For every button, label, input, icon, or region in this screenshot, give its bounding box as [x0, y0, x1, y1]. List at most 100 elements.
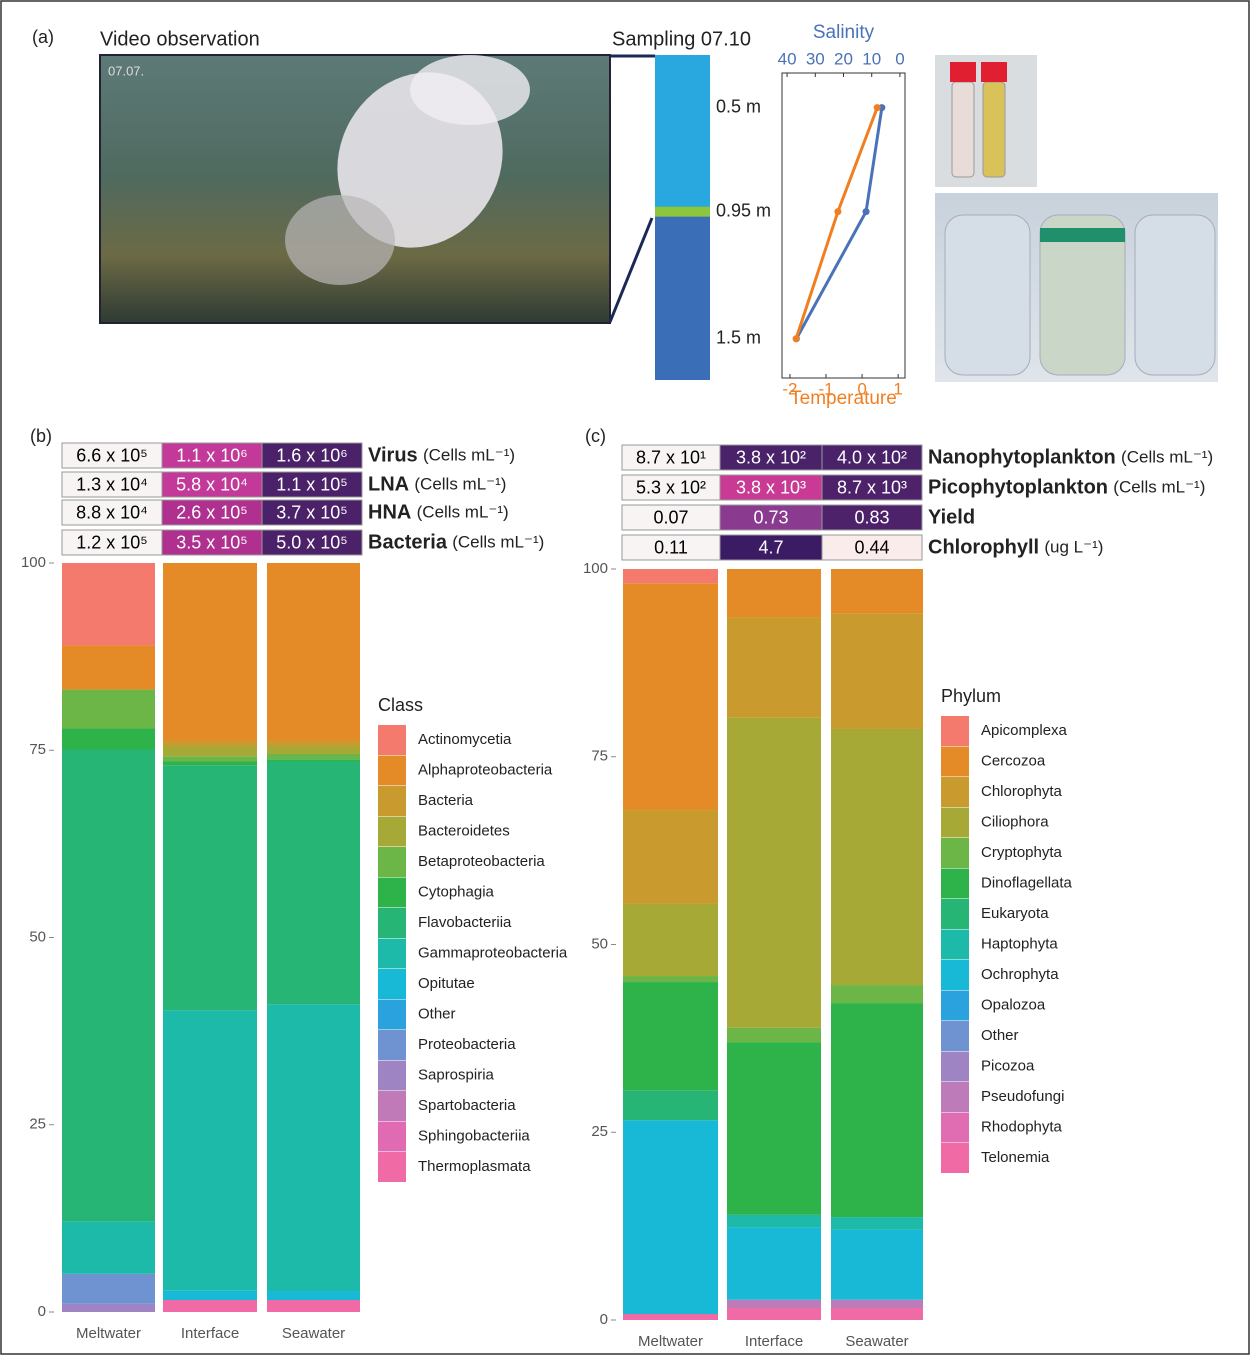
- y-tick-label: 100: [583, 560, 608, 577]
- axis-title: Temperature: [790, 388, 897, 409]
- legend-label: Other: [981, 1027, 1019, 1044]
- row-label: Yield: [928, 507, 975, 529]
- bar-segment: [623, 583, 718, 811]
- bar-segment: [62, 645, 155, 690]
- depth-label: 1.5 m: [716, 327, 761, 347]
- legend-swatch: [378, 938, 406, 969]
- bar-segment: [623, 1313, 718, 1320]
- legend-swatch: [378, 847, 406, 877]
- table-value: 3.8 x 10³: [736, 477, 806, 497]
- legend-swatch: [941, 868, 969, 899]
- table-cell: [621, 474, 721, 501]
- legend-label: Ciliophora: [981, 813, 1049, 830]
- legend-label: Bacteria: [418, 792, 474, 809]
- y-tick-label: 0: [38, 1303, 46, 1320]
- bar-segment: [727, 1214, 821, 1228]
- row-label: Chlorophyll (ug L⁻¹): [928, 537, 1103, 559]
- legend-label: Cercozoa: [981, 752, 1046, 769]
- legend-swatch: [941, 716, 969, 746]
- table-value: 8.7 x 10¹: [636, 447, 706, 467]
- y-tick-label: 100: [21, 554, 46, 571]
- bar-segment: [831, 1229, 923, 1300]
- tick-label: -1: [818, 379, 833, 398]
- legend-swatch: [378, 1121, 406, 1152]
- bar-segment: [267, 1300, 360, 1312]
- bar-segment: [267, 753, 360, 760]
- legend-swatch: [378, 877, 406, 908]
- table-value: 5.8 x 10⁴: [176, 474, 248, 494]
- legend-label: Picozoa: [981, 1057, 1035, 1074]
- legend-swatch: [941, 746, 969, 777]
- video-title: Video observation: [100, 28, 260, 50]
- table-cell: [719, 474, 823, 501]
- table-cell: [261, 499, 363, 526]
- table-value: 0.83: [854, 507, 889, 527]
- axis-title: Salinity: [813, 22, 875, 43]
- bar-segment: [163, 746, 257, 757]
- row-unit: (Cells mL⁻¹): [417, 503, 509, 522]
- legend-swatch: [378, 908, 406, 938]
- row-name: HNA: [368, 502, 411, 524]
- bar-segment: [267, 563, 360, 741]
- table-cell: [719, 504, 823, 531]
- bar-segment: [267, 740, 360, 747]
- bottle-photos: [935, 55, 1218, 382]
- bar-segment: [623, 976, 718, 983]
- legend-swatch: [941, 838, 969, 868]
- profile-point: [834, 208, 842, 216]
- bar-segment: [623, 569, 718, 584]
- bar-segment: [831, 728, 923, 986]
- y-tick-label: 75: [591, 748, 608, 765]
- bar-segment: [727, 569, 821, 618]
- table-cell: [261, 471, 363, 498]
- legend-label: Saprospiria: [418, 1066, 495, 1083]
- row-label: Nanophytoplankton (Cells mL⁻¹): [928, 447, 1213, 469]
- bar-segment: [727, 1042, 821, 1215]
- legend-title: Class: [378, 695, 423, 715]
- row-label: HNA (Cells mL⁻¹): [368, 502, 509, 524]
- bar-segment: [163, 740, 257, 747]
- legend-label: Ochrophyta: [981, 966, 1059, 983]
- y-tick-label: 25: [591, 1123, 608, 1140]
- row-label: Picophytoplankton (Cells mL⁻¹): [928, 477, 1205, 499]
- legend-label: Apicomplexa: [981, 722, 1068, 739]
- row-label: LNA (Cells mL⁻¹): [368, 474, 506, 496]
- y-tick-label: 75: [29, 741, 46, 758]
- table-cell: [61, 442, 163, 469]
- legend-swatch: [378, 725, 406, 755]
- bar-segment: [163, 1010, 257, 1291]
- y-tick-label: 0: [600, 1311, 608, 1328]
- legend-swatch: [378, 1152, 406, 1182]
- x-tick-label: Seawater: [845, 1333, 908, 1350]
- tick-label: 1: [893, 379, 902, 398]
- row-name: Virus: [368, 445, 418, 467]
- bar-segment: [831, 569, 923, 614]
- table-cell: [621, 504, 721, 531]
- row-name: Nanophytoplankton: [928, 447, 1116, 469]
- legend-label: Thermoplasmata: [418, 1158, 531, 1175]
- legend-swatch: [941, 1021, 969, 1051]
- legend-label: Flavobacteriia: [418, 914, 512, 931]
- panel-label: (a): [32, 27, 54, 47]
- bar-segment: [727, 1227, 821, 1300]
- bar-segment: [163, 563, 257, 741]
- bar-segment: [267, 1004, 360, 1292]
- table-value: 0.73: [753, 507, 788, 527]
- legend-label: Spartobacteria: [418, 1097, 516, 1114]
- tick-label: 10: [862, 49, 881, 68]
- legend-label: Proteobacteria: [418, 1036, 516, 1053]
- panel-label: (c): [585, 426, 606, 446]
- legend-label: Betaproteobacteria: [418, 853, 545, 870]
- table-value: 3.5 x 10⁵: [176, 532, 248, 552]
- bar-segment: [267, 1291, 360, 1301]
- row-unit: (Cells mL⁻¹): [1121, 448, 1213, 467]
- legend-swatch: [941, 1112, 969, 1143]
- table-value: 0.07: [653, 507, 688, 527]
- legend-label: Other: [418, 1005, 456, 1022]
- legend-swatch: [941, 929, 969, 960]
- table-cell: [161, 442, 263, 469]
- legend-swatch: [941, 899, 969, 929]
- profile-point: [792, 335, 800, 343]
- table-value: 1.1 x 10⁶: [176, 445, 247, 465]
- bar-segment: [831, 613, 923, 729]
